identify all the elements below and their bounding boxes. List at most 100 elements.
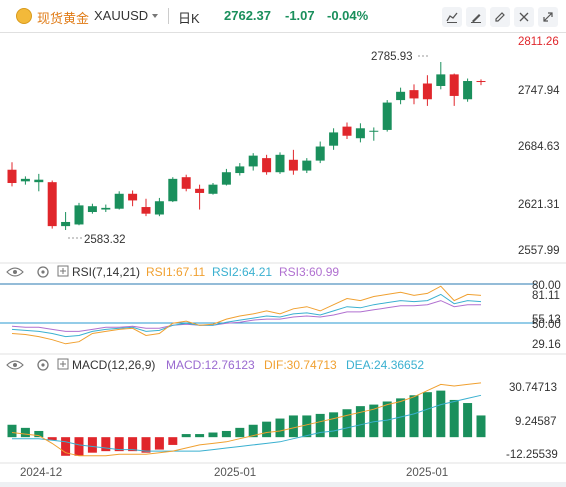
macd-bar [288, 415, 298, 438]
candle-body [248, 155, 258, 167]
crossed-arrows-icon[interactable] [514, 7, 534, 27]
candle-body [61, 221, 71, 227]
rsi-lines-layer [11, 285, 482, 345]
macd-bar [329, 412, 339, 438]
dif-line [11, 382, 482, 457]
candle-body [422, 83, 432, 100]
pencil-icon[interactable] [490, 7, 510, 27]
macd-bar [7, 424, 17, 438]
period-selector[interactable]: 日K [178, 11, 200, 26]
rsi-tick: 81.11 [532, 290, 560, 302]
time-tick: 2024-12 [20, 467, 62, 479]
horizontal-scrollbar[interactable] [0, 482, 566, 487]
macd-bar [101, 437, 111, 452]
macd-bar [235, 427, 245, 438]
instrument-name[interactable]: 现货黄金 [37, 11, 90, 26]
divider [0, 32, 566, 33]
chevron-down-icon[interactable] [152, 14, 158, 18]
settings-icon-hub [41, 363, 45, 367]
macd-bar [208, 432, 218, 438]
macd-bar [315, 413, 325, 438]
macd-axis: 30.74713 9.24587 -12.25539 [506, 382, 558, 461]
macd-bar [181, 434, 191, 438]
rsi2-line [11, 293, 482, 338]
collapse-icon-plus [60, 268, 66, 274]
macd-bar [396, 398, 406, 438]
dea-line [12, 394, 482, 452]
settings-icon[interactable] [37, 266, 49, 278]
collapse-icon[interactable] [57, 358, 69, 370]
candle-body [154, 201, 164, 215]
macd-bar [382, 401, 392, 438]
rsi-tick: 80.00 [532, 280, 561, 292]
divider [168, 8, 169, 24]
rsi-label-2: RSI2:64.21 [212, 265, 272, 279]
macd-bar [275, 418, 285, 438]
macd-tick: 9.24587 [515, 416, 557, 428]
macd-bar [61, 437, 71, 456]
candle-body [168, 178, 178, 202]
candle-body [101, 207, 111, 210]
macd-bar [449, 399, 459, 438]
macd-bar [34, 430, 44, 438]
candle-body [396, 91, 406, 101]
candle-body [181, 177, 191, 189]
macd-label-2: DIF:30.74713 [264, 358, 337, 372]
macd-bar [355, 406, 365, 438]
candle-body [195, 188, 205, 193]
macd-label-3: DEA:24.36652 [346, 358, 424, 372]
candle-body [355, 128, 365, 139]
eye-icon[interactable] [6, 360, 24, 370]
macd-bar [422, 392, 432, 438]
candle-body [476, 81, 486, 83]
rsi3-line [11, 300, 481, 332]
price-tick: 2747.94 [518, 85, 560, 97]
price-tick: 2557.99 [518, 245, 560, 257]
macd-bar [221, 430, 231, 438]
candle-body [315, 146, 325, 161]
macd-bar [195, 434, 205, 438]
candles-layer [7, 62, 486, 230]
candle-body [436, 74, 446, 86]
chart-header: 现货黄金 XAUUSD 日K 2762.37 -1.07 -0.04% [0, 0, 566, 32]
price-axis: 2811.26 2747.94 2684.63 2621.31 2557.99 [518, 36, 560, 257]
expand-icon[interactable] [538, 7, 558, 27]
candle-body [329, 132, 339, 146]
macd-bar [74, 437, 84, 456]
time-tick: 2025-01 [406, 467, 448, 479]
draw-tool-icon[interactable] [466, 7, 486, 27]
macd-bar [262, 421, 272, 438]
candle-body [342, 126, 352, 136]
candle-body [382, 102, 392, 130]
macd-bar [20, 427, 30, 438]
collapse-icon-plus [60, 361, 66, 367]
candle-body [463, 81, 473, 100]
candle-body [20, 178, 30, 182]
macd-bar [154, 437, 164, 450]
macd-tick: -12.25539 [506, 449, 558, 461]
macd-bar [168, 437, 178, 445]
settings-icon[interactable] [37, 359, 49, 371]
price-change-pct: -0.04% [327, 8, 369, 23]
candle-body [409, 90, 419, 99]
instrument-symbol[interactable]: XAUUSD [94, 8, 149, 23]
rsi-tick: 50.00 [532, 319, 561, 331]
macd-bar [409, 395, 419, 438]
eye-icon[interactable] [6, 267, 24, 277]
eye-icon-pupil [13, 270, 17, 274]
macd-bar [114, 437, 124, 452]
settings-icon-hub [41, 270, 45, 274]
macd-tick: 30.74713 [509, 382, 557, 394]
rsi-label-3: RSI3:60.99 [279, 265, 339, 279]
collapse-icon[interactable] [57, 265, 69, 277]
price-tick: 2684.63 [518, 141, 560, 153]
eye-icon-pupil [13, 363, 17, 367]
macd-bar [141, 437, 151, 453]
price-change: -1.07 [285, 8, 315, 23]
low-label: 2583.32 [84, 234, 126, 246]
macd-bar [87, 437, 97, 453]
macd-bar [342, 409, 352, 438]
rsi-label-1: RSI1:67.11 [146, 265, 205, 279]
line-tool-icon[interactable] [442, 7, 462, 27]
